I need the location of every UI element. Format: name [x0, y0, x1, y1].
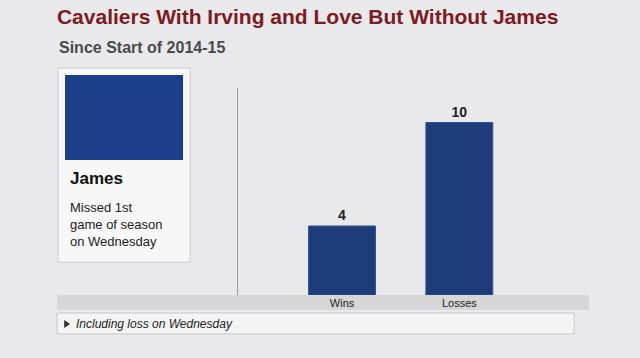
- svg-text:Wins: Wins: [330, 297, 355, 309]
- svg-text:Since Start of 2014-15: Since Start of 2014-15: [59, 39, 225, 56]
- svg-text:Losses: Losses: [442, 297, 477, 309]
- svg-text:10: 10: [451, 104, 467, 120]
- svg-text:4: 4: [338, 207, 346, 223]
- svg-text:Missed 1stgame of seasonon Wed: Missed 1stgame of seasonon Wednesday: [70, 200, 163, 249]
- svg-text:James: James: [70, 169, 123, 188]
- svg-text:Cavaliers With Irving and Love: Cavaliers With Irving and Love But Witho…: [57, 5, 558, 28]
- svg-text:Including loss on Wednesday: Including loss on Wednesday: [76, 317, 233, 331]
